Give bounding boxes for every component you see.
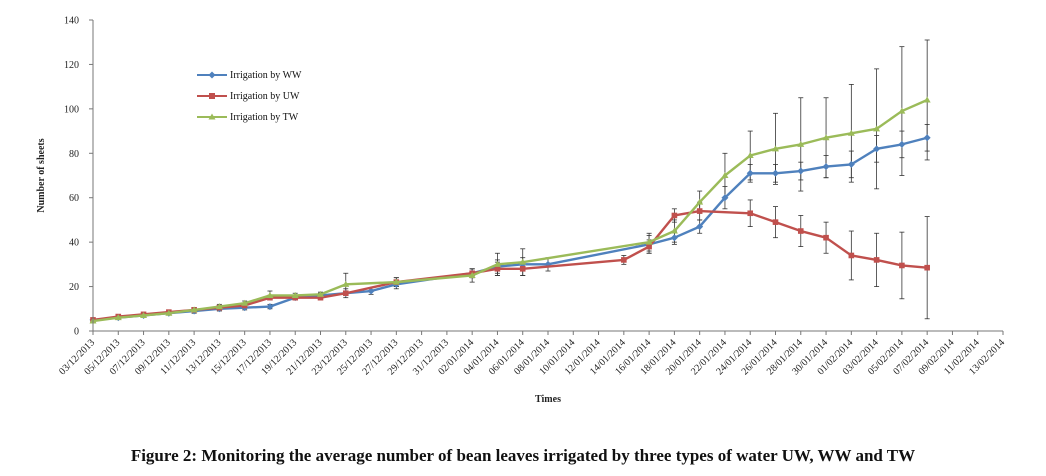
data-point-uw <box>646 243 652 250</box>
legend-label-uw: Irrigation by UW <box>230 91 300 102</box>
data-point-ww <box>923 134 931 142</box>
data-point-tw <box>519 258 527 265</box>
line-chart: 0 20 40 60 80 100 120 140 03/12/201305/12/20130… <box>36 16 1007 406</box>
data-point-uw <box>494 266 501 272</box>
data-point-tw <box>468 271 476 278</box>
data-point-uw <box>342 290 349 297</box>
data-point-ww <box>822 163 830 171</box>
y-tick-label: 100 <box>64 104 79 115</box>
data-point-tw <box>822 134 830 141</box>
legend-label-tw: Irrigation by TW <box>230 112 299 123</box>
data-point-tw <box>140 311 148 318</box>
axes <box>92 20 1003 332</box>
data-point-tw <box>241 299 249 306</box>
data-point-ww <box>721 194 729 202</box>
data-point-uw <box>924 264 930 271</box>
data-point-ww <box>266 303 274 311</box>
y-tick-label: 120 <box>64 60 79 71</box>
data-point-ww <box>772 169 779 177</box>
y-tick-label: 20 <box>69 282 79 293</box>
data-point-tw <box>746 152 754 159</box>
y-tick-label: 140 <box>64 16 79 27</box>
data-point-uw <box>747 210 754 217</box>
data-point-uw <box>772 219 779 225</box>
data-point-ww <box>898 140 906 148</box>
data-point-tw <box>266 291 274 298</box>
data-point-tw <box>493 260 501 267</box>
y-tick-label: 60 <box>69 193 79 204</box>
legend-marker-uw <box>209 93 215 99</box>
data-point-ww <box>746 169 754 177</box>
data-point-tw <box>898 107 906 114</box>
data-point-tw <box>190 306 198 313</box>
data-point-uw <box>823 234 829 241</box>
legend-marker-ww <box>208 71 216 79</box>
data-point-uw <box>317 294 324 301</box>
data-point-uw <box>899 262 905 269</box>
data-point-tw <box>847 129 855 136</box>
legend-marker-tw <box>208 113 216 120</box>
data-point-tw <box>342 280 350 287</box>
series-lines <box>89 96 931 324</box>
data-point-tw <box>873 125 881 132</box>
data-point-ww <box>797 167 805 175</box>
data-point-tw <box>670 227 678 234</box>
data-point-uw <box>621 257 627 263</box>
legend-item-tw: Irrigation by TW <box>197 112 299 123</box>
data-point-ww <box>873 145 881 153</box>
y-tick-label: 0 <box>74 327 79 338</box>
data-point-tw <box>772 145 779 152</box>
legend-item-ww: Irrigation by WW <box>197 70 302 81</box>
y-tick-label: 80 <box>69 149 79 160</box>
data-point-ww <box>670 234 678 242</box>
y-axis-ticks: 0 20 40 60 80 100 120 140 <box>64 16 93 338</box>
data-point-uw <box>873 257 880 263</box>
data-point-tw <box>645 238 653 245</box>
data-point-tw <box>721 172 729 178</box>
data-point-ww <box>847 160 855 168</box>
data-point-tw <box>317 290 324 297</box>
y-tick-label: 40 <box>69 238 79 249</box>
data-point-uw <box>696 208 703 214</box>
series-line-tw <box>92 98 928 323</box>
x-axis-ticks: 03/12/201305/12/201307/12/201309/12/2013… <box>57 331 1007 377</box>
data-point-tw <box>114 314 122 321</box>
data-point-uw <box>519 266 526 272</box>
data-point-tw <box>797 140 805 147</box>
data-point-ww <box>696 223 704 231</box>
data-point-tw <box>165 309 173 316</box>
y-axis-title: Number of sheets <box>36 138 47 212</box>
legend-item-uw: Irrigation by UW <box>197 91 300 102</box>
data-point-tw <box>696 198 704 205</box>
legend: Irrigation by WW Irrigation by UW Irriga… <box>197 70 302 123</box>
data-point-tw <box>215 303 223 310</box>
data-point-uw <box>848 252 855 259</box>
error-bars <box>90 39 930 323</box>
figure-caption: Figure 2: Monitoring the average number … <box>130 446 916 465</box>
data-point-uw <box>797 228 804 234</box>
data-point-uw <box>671 212 678 219</box>
legend-label-ww: Irrigation by WW <box>230 70 302 81</box>
data-point-tw <box>392 278 400 285</box>
data-point-tw <box>923 96 931 103</box>
data-point-tw <box>291 291 299 298</box>
x-axis-title: Times <box>535 394 561 405</box>
